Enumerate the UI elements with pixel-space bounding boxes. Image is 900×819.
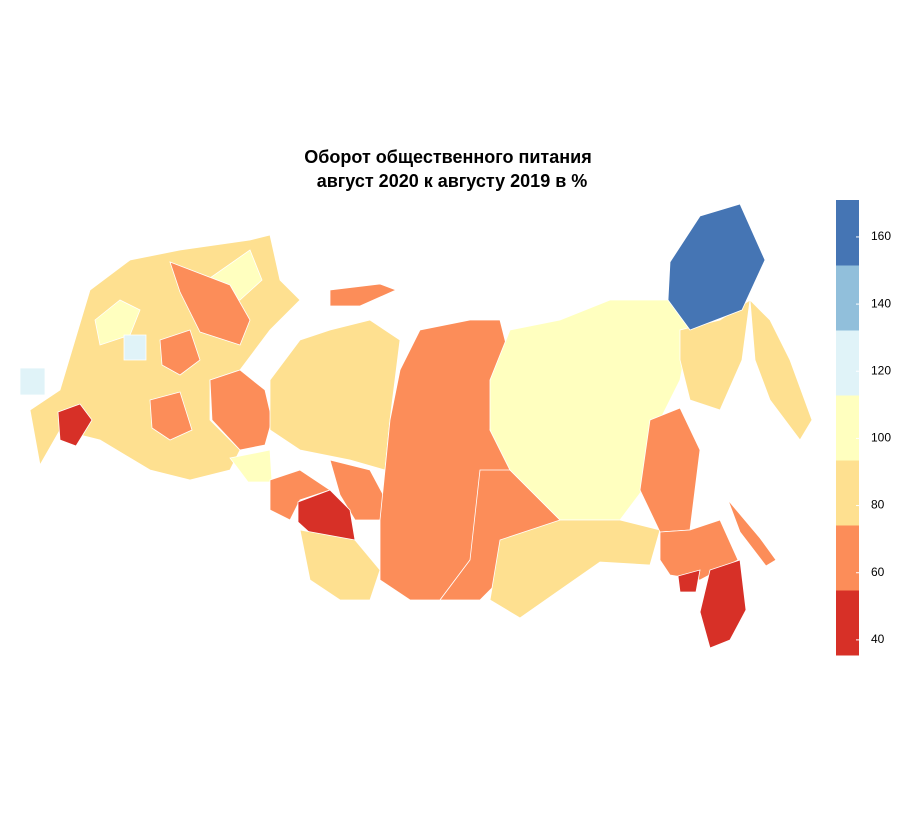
- region: [299, 529, 381, 601]
- legend-tick-label: 40: [871, 632, 885, 646]
- legend-swatch: [836, 330, 859, 396]
- legend-tick-label: 100: [871, 431, 891, 445]
- region: [159, 329, 201, 376]
- legend-tick-label: 80: [871, 498, 885, 512]
- legend: 40 60 80 100 120 140 160: [836, 200, 891, 656]
- region: [489, 299, 691, 521]
- region: [94, 299, 141, 346]
- map: [19, 203, 813, 649]
- region: [169, 261, 251, 346]
- region: [269, 469, 331, 521]
- legend-swatch: [836, 395, 859, 461]
- region: [209, 369, 273, 451]
- region: [667, 203, 766, 331]
- legend-swatch: [836, 525, 859, 591]
- region: [149, 391, 193, 441]
- legend-tick-label: 120: [871, 363, 891, 377]
- chart-title: Оборот общественного питания: [304, 147, 591, 167]
- legend-tick-label: 140: [871, 296, 891, 310]
- chart-subtitle: август 2020 к августу 2019 в %: [317, 171, 588, 191]
- region: [269, 319, 401, 471]
- region: [57, 403, 93, 447]
- legend-tick-label: 60: [871, 565, 885, 579]
- region: [639, 407, 701, 533]
- region: [489, 519, 661, 619]
- legend-swatch: [836, 460, 859, 526]
- region: [749, 298, 813, 441]
- region: [727, 499, 777, 567]
- legend-swatch: [836, 200, 859, 266]
- legend-swatch: [836, 265, 859, 331]
- region: [19, 367, 46, 396]
- region: [699, 559, 747, 649]
- region: [677, 569, 701, 593]
- legend-tick-label: 160: [871, 229, 891, 243]
- legend-swatch: [836, 590, 859, 656]
- region: [329, 283, 398, 307]
- region: [123, 334, 147, 361]
